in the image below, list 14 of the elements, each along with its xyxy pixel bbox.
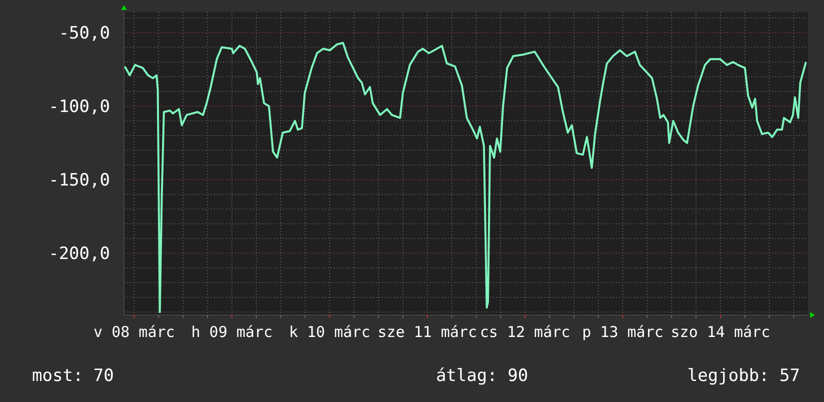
y-tick-label: -50,0 [58,24,110,44]
y-tick-label: -200,0 [48,244,110,264]
x-tick-label: h 09 márc [191,323,273,341]
text: átlag: 90 [436,366,528,386]
text: legjobb: 57 [687,366,800,386]
x-tick-label: v 08 márc [94,323,175,341]
x-tick-label: sze 11 márc [378,323,477,341]
x-tick-label: szo 14 márc [670,323,770,341]
x-tick-label: p 13 márc [582,323,664,341]
text: most: 70 [32,366,114,386]
y-tick-label: -150,0 [48,170,110,191]
x-tick-label: k 10 márc [288,323,370,341]
y-tick-label: -100,0 [48,97,110,118]
x-tick-label: cs 12 márc [480,323,570,341]
